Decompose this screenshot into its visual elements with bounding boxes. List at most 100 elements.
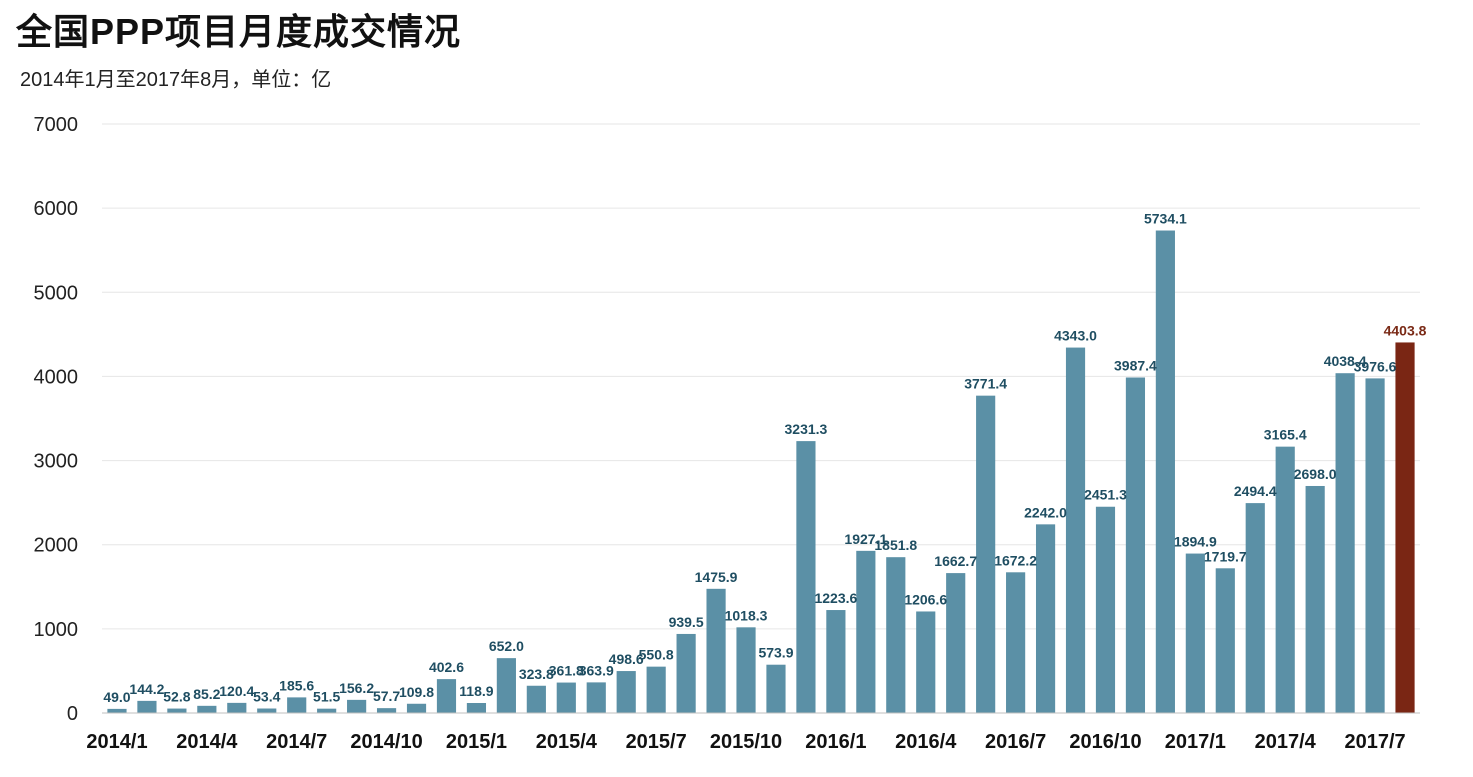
bar-2017-4 xyxy=(1275,446,1295,713)
y-tick-label: 6000 xyxy=(34,198,79,220)
data-label: 57.7 xyxy=(373,688,400,704)
bar-2015-3 xyxy=(526,685,546,713)
bar-2014-10 xyxy=(376,708,397,713)
bar-2015-8 xyxy=(676,633,696,713)
bar-2015-11 xyxy=(766,664,786,713)
chart-title: 全国PPP项目月度成交情况 xyxy=(16,11,462,52)
x-axis-ticks: 2014/1 2014/4 2014/7 2014/10 2015/1 2015/4 201… xyxy=(86,731,1405,753)
data-label: 53.4 xyxy=(253,689,280,705)
bar-2014-1 xyxy=(107,708,127,713)
data-label: 2451.3 xyxy=(1084,487,1127,503)
data-label: 52.8 xyxy=(163,689,190,705)
data-label: 573.9 xyxy=(758,645,793,661)
data-label: 1672.2 xyxy=(994,552,1037,568)
bar-2016-12 xyxy=(1155,230,1175,713)
bar-2016-3 xyxy=(886,557,906,713)
x-tick-label: 2015/7 xyxy=(626,731,687,753)
x-tick-label: 2016/1 xyxy=(805,731,866,753)
bar-2017-8 xyxy=(1395,342,1415,713)
x-tick-label: 2017/1 xyxy=(1165,731,1226,753)
data-label: 550.8 xyxy=(639,647,674,663)
data-label: 144.2 xyxy=(129,681,164,697)
bar-2015-7 xyxy=(646,666,666,713)
data-label: 120.4 xyxy=(219,683,254,699)
bar-2017-5 xyxy=(1305,485,1325,713)
bar-2014-12 xyxy=(436,679,457,713)
bars xyxy=(107,230,1415,713)
data-label: 3165.4 xyxy=(1264,427,1307,443)
x-tick-label: 2014/10 xyxy=(350,731,422,753)
data-label: 652.0 xyxy=(489,638,524,654)
y-tick-label: 3000 xyxy=(34,451,79,473)
bar-2017-7 xyxy=(1365,378,1385,713)
bar-2016-2 xyxy=(856,550,876,713)
bar-2017-1 xyxy=(1185,553,1205,713)
data-label: 1894.9 xyxy=(1174,534,1217,550)
x-tick-label: 2015/4 xyxy=(536,731,598,753)
bar-2015-10 xyxy=(736,627,756,713)
data-label: 1223.6 xyxy=(814,590,857,606)
bar-2017-3 xyxy=(1245,503,1265,713)
x-tick-label: 2017/7 xyxy=(1344,731,1405,753)
bar-2016-9 xyxy=(1065,347,1086,713)
data-label: 2494.4 xyxy=(1234,483,1277,499)
data-label: 185.6 xyxy=(279,677,314,693)
x-tick-label: 2014/7 xyxy=(266,731,327,753)
data-label: 156.2 xyxy=(339,680,374,696)
bar-2014-5 xyxy=(227,702,247,713)
data-label: 1927.1 xyxy=(844,531,887,547)
bar-2015-4 xyxy=(556,682,576,713)
data-label: 5734.1 xyxy=(1144,211,1187,227)
y-tick-label: 7000 xyxy=(34,114,79,136)
data-label: 49.0 xyxy=(103,689,130,705)
data-label: 939.5 xyxy=(669,614,704,630)
data-label: 4403.8 xyxy=(1384,322,1427,338)
bar-2014-6 xyxy=(257,708,277,713)
bar-2017-2 xyxy=(1215,568,1235,713)
bar-2014-9 xyxy=(347,699,367,713)
bar-2014-7 xyxy=(287,697,307,713)
data-label: 363.9 xyxy=(579,662,614,678)
data-label: 1851.8 xyxy=(874,537,917,553)
bar-2015-12 xyxy=(796,441,816,713)
bar-2014-11 xyxy=(406,703,427,713)
data-label: 2698.0 xyxy=(1294,466,1337,482)
data-label: 118.9 xyxy=(459,683,493,699)
bar-2014-3 xyxy=(167,708,187,713)
x-tick-label: 2016/10 xyxy=(1069,731,1141,753)
data-label: 4343.0 xyxy=(1054,328,1097,344)
data-label: 109.8 xyxy=(399,684,434,700)
x-tick-label: 2015/1 xyxy=(446,731,507,753)
data-label: 1719.7 xyxy=(1204,548,1247,564)
bar-2016-10 xyxy=(1095,506,1116,713)
y-tick-label: 0 xyxy=(67,703,78,725)
data-label: 2242.0 xyxy=(1024,504,1067,520)
bar-2014-8 xyxy=(317,708,337,713)
x-tick-label: 2016/4 xyxy=(895,731,957,753)
bar-2016-4 xyxy=(916,611,936,713)
data-label: 402.6 xyxy=(429,659,464,675)
bar-2016-7 xyxy=(1006,572,1026,713)
bar-2016-1 xyxy=(826,610,846,713)
y-axis-ticks: 0 1000 2000 3000 4000 5000 6000 7000 xyxy=(34,114,79,725)
data-label: 3771.4 xyxy=(964,376,1007,392)
x-tick-label: 2015/10 xyxy=(710,731,782,753)
y-tick-label: 2000 xyxy=(34,535,79,557)
y-tick-label: 4000 xyxy=(34,366,79,388)
data-label: 51.5 xyxy=(313,689,340,705)
y-tick-label: 5000 xyxy=(34,282,79,304)
bar-2016-5 xyxy=(946,573,966,713)
bar-2014-4 xyxy=(197,705,217,713)
data-label: 361.8 xyxy=(549,663,584,679)
data-label: 3231.3 xyxy=(785,421,828,437)
data-label: 4038.4 xyxy=(1324,353,1367,369)
data-label: 1475.9 xyxy=(695,569,738,585)
data-label: 498.6 xyxy=(609,651,644,667)
x-tick-label: 2016/7 xyxy=(985,731,1046,753)
bar-2016-11 xyxy=(1125,377,1146,713)
data-label: 323.8 xyxy=(519,666,554,682)
data-label: 3976.6 xyxy=(1354,358,1397,374)
bar-2017-6 xyxy=(1335,373,1355,713)
data-label: 3987.4 xyxy=(1114,357,1157,373)
